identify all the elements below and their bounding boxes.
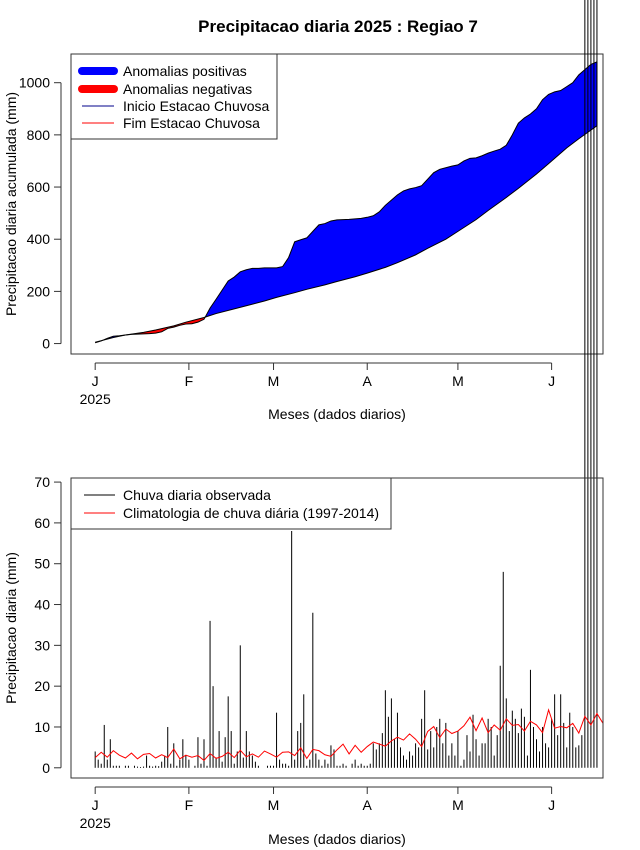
cumulative-legend: Anomalias positivas Anomalias negativas … <box>70 53 278 140</box>
x-tick-label: A <box>363 373 373 389</box>
y-tick-label: 10 <box>34 719 50 735</box>
x-year-label: 2025 <box>80 391 111 407</box>
cumulative-plot-frame <box>70 53 604 355</box>
daily-x-axis-label: Meses (dados diarios) <box>268 831 406 847</box>
x-tick-label: J <box>548 373 555 389</box>
y-tick-label: 800 <box>27 127 51 143</box>
cumulative-axes: 0 200 400 600 800 1000 J F M A M J 2025 <box>19 75 555 407</box>
y-tick-label: 0 <box>42 760 50 776</box>
y-tick-label: 200 <box>27 283 51 299</box>
x-tick-label: J <box>92 373 99 389</box>
x-tick-label: M <box>268 797 280 813</box>
y-tick-label: 60 <box>34 515 50 531</box>
x-tick-label: J <box>548 797 555 813</box>
x-tick-label: F <box>185 373 194 389</box>
legend-label-negative: Anomalias negativas <box>123 81 252 97</box>
observed-cumulative-line <box>95 61 598 344</box>
legend-label-observed: Chuva diaria observada <box>123 487 271 503</box>
daily-legend-box <box>70 477 392 530</box>
cumulative-y-axis-label: Precipitacao diaria acumulada (mm) <box>3 92 19 316</box>
x-tick-label: M <box>452 373 464 389</box>
y-tick-label: 600 <box>27 179 51 195</box>
daily-y-axis-label: Precipitacao diaria (mm) <box>3 552 19 704</box>
chart-title: Precipitacao diaria 2025 : Regiao 7 <box>198 17 478 36</box>
x-tick-label: J <box>92 797 99 813</box>
y-tick-label: 0 <box>42 336 50 352</box>
daily-axes: 0 10 20 30 40 50 60 70 J F M A M J 2025 <box>34 474 555 831</box>
y-tick-label: 50 <box>34 556 50 572</box>
y-tick-label: 40 <box>34 597 50 613</box>
legend-label-positive: Anomalias positivas <box>123 63 247 79</box>
x-year-label: 2025 <box>80 815 111 831</box>
legend-label-season-start: Inicio Estacao Chuvosa <box>123 98 270 114</box>
x-tick-label: M <box>268 373 280 389</box>
cumulative-x-axis-label: Meses (dados diarios) <box>268 406 406 422</box>
x-tick-label: M <box>452 797 464 813</box>
y-tick-label: 30 <box>34 637 50 653</box>
x-tick-label: F <box>185 797 194 813</box>
y-tick-label: 400 <box>27 231 51 247</box>
legend-label-climatology: Climatologia de chuva diária (1997-2014) <box>123 505 379 521</box>
climatology-line <box>94 708 604 762</box>
y-tick-label: 70 <box>34 474 50 490</box>
y-tick-label: 20 <box>34 678 50 694</box>
y-tick-label: 1000 <box>19 75 50 91</box>
x-tick-label: A <box>363 797 373 813</box>
positive-anomaly-area <box>205 61 597 317</box>
daily-legend: Chuva diaria observada Climatologia de c… <box>70 477 392 530</box>
legend-label-season-end: Fim Estacao Chuvosa <box>123 115 260 131</box>
daily-rain-plot <box>94 0 604 768</box>
climatology-cumulative-line <box>95 125 598 343</box>
